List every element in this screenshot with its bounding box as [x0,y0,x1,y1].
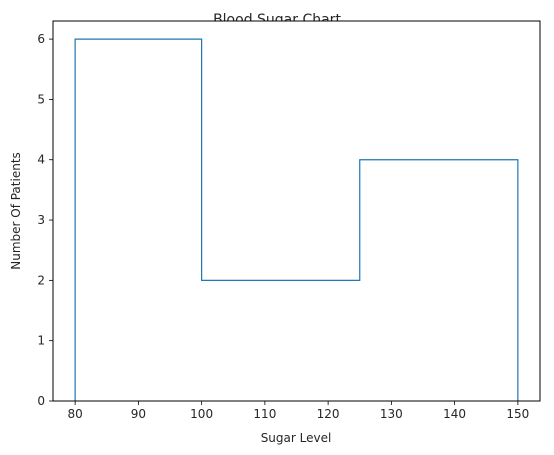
histogram-step-line [74,38,519,401]
x-tick-label: 110 [253,407,276,421]
x-tick-label: 90 [131,407,146,421]
plot-area [53,21,540,401]
y-tick-label: 3 [37,213,45,227]
y-axis-label: Number Of Patients [9,152,23,270]
x-tick-label: 140 [443,407,466,421]
y-tick-label: 0 [37,394,45,408]
y-tick-label: 4 [37,153,45,167]
y-tick-label: 1 [37,334,45,348]
x-tick-label: 120 [317,407,340,421]
x-tick-label: 100 [190,407,213,421]
x-tick-label: 130 [380,407,403,421]
y-tick-label: 5 [37,92,45,106]
x-axis-label: Sugar Level [261,431,332,445]
plot-frame [52,20,541,402]
y-tick-label: 2 [37,273,45,287]
x-tick-label: 150 [506,407,529,421]
x-tick-label: 80 [67,407,82,421]
y-tick-label: 6 [37,32,45,46]
